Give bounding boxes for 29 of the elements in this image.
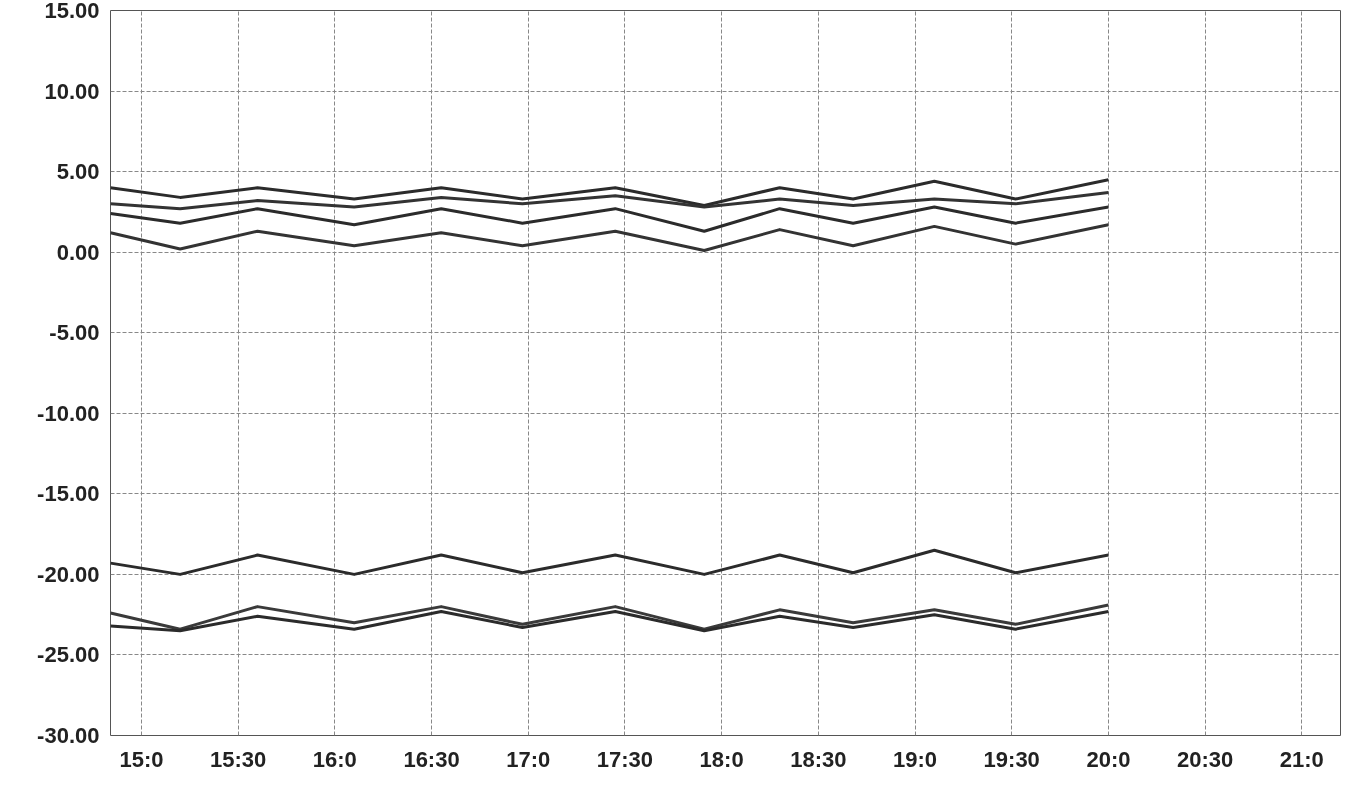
line-series <box>110 609 1110 633</box>
y-tick-label: -25.00 <box>37 642 100 668</box>
y-tick-label: -10.00 <box>37 400 100 426</box>
y-tick-label: -15.00 <box>37 481 100 507</box>
y-tick-label: -5.00 <box>49 320 100 346</box>
line-series <box>110 223 1110 253</box>
x-tick-label: 15:0 <box>119 746 164 772</box>
y-tick-label: 5.00 <box>56 159 100 185</box>
line-series <box>110 603 1110 631</box>
x-tick-label: 20:30 <box>1176 746 1234 772</box>
x-tick-label: 18:30 <box>790 746 847 772</box>
x-tick-label: 20:0 <box>1086 746 1131 772</box>
x-tick-label: 16:0 <box>312 746 357 772</box>
line-series <box>110 178 1110 207</box>
x-tick-label: 17:30 <box>596 746 654 772</box>
y-tick-label: 15.00 <box>44 0 100 23</box>
x-tick-label: 21:0 <box>1279 746 1324 772</box>
x-tick-label: 15:30 <box>210 746 267 772</box>
y-tick-label: -30.00 <box>37 723 100 748</box>
x-tick-label: 16:30 <box>403 746 460 772</box>
y-tick-label: 10.00 <box>44 78 100 104</box>
x-tick-label: 19:0 <box>893 746 938 772</box>
x-tick-label: 18:0 <box>699 746 744 772</box>
line-series <box>110 548 1110 576</box>
x-tick-label: 17:0 <box>506 746 551 772</box>
line-series <box>110 205 1110 233</box>
y-tick-label: -20.00 <box>37 561 100 587</box>
y-tick-label: 0.00 <box>56 239 100 265</box>
x-tick-label: 19:30 <box>983 746 1040 772</box>
